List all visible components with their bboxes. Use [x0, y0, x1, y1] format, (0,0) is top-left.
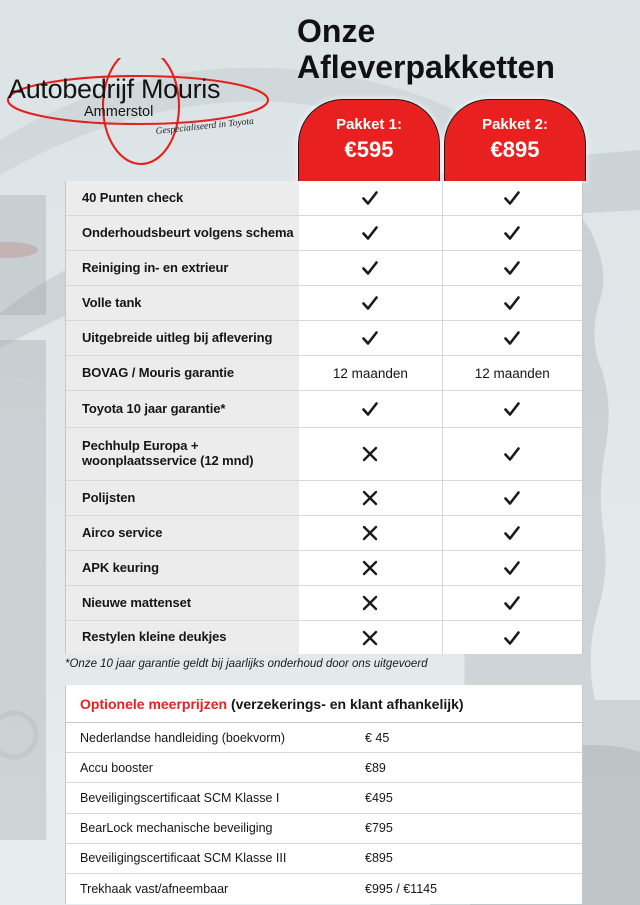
svg-text:Ammerstol: Ammerstol: [84, 104, 153, 120]
svg-text:Autobedrijf Mouris: Autobedrijf Mouris: [8, 74, 220, 104]
